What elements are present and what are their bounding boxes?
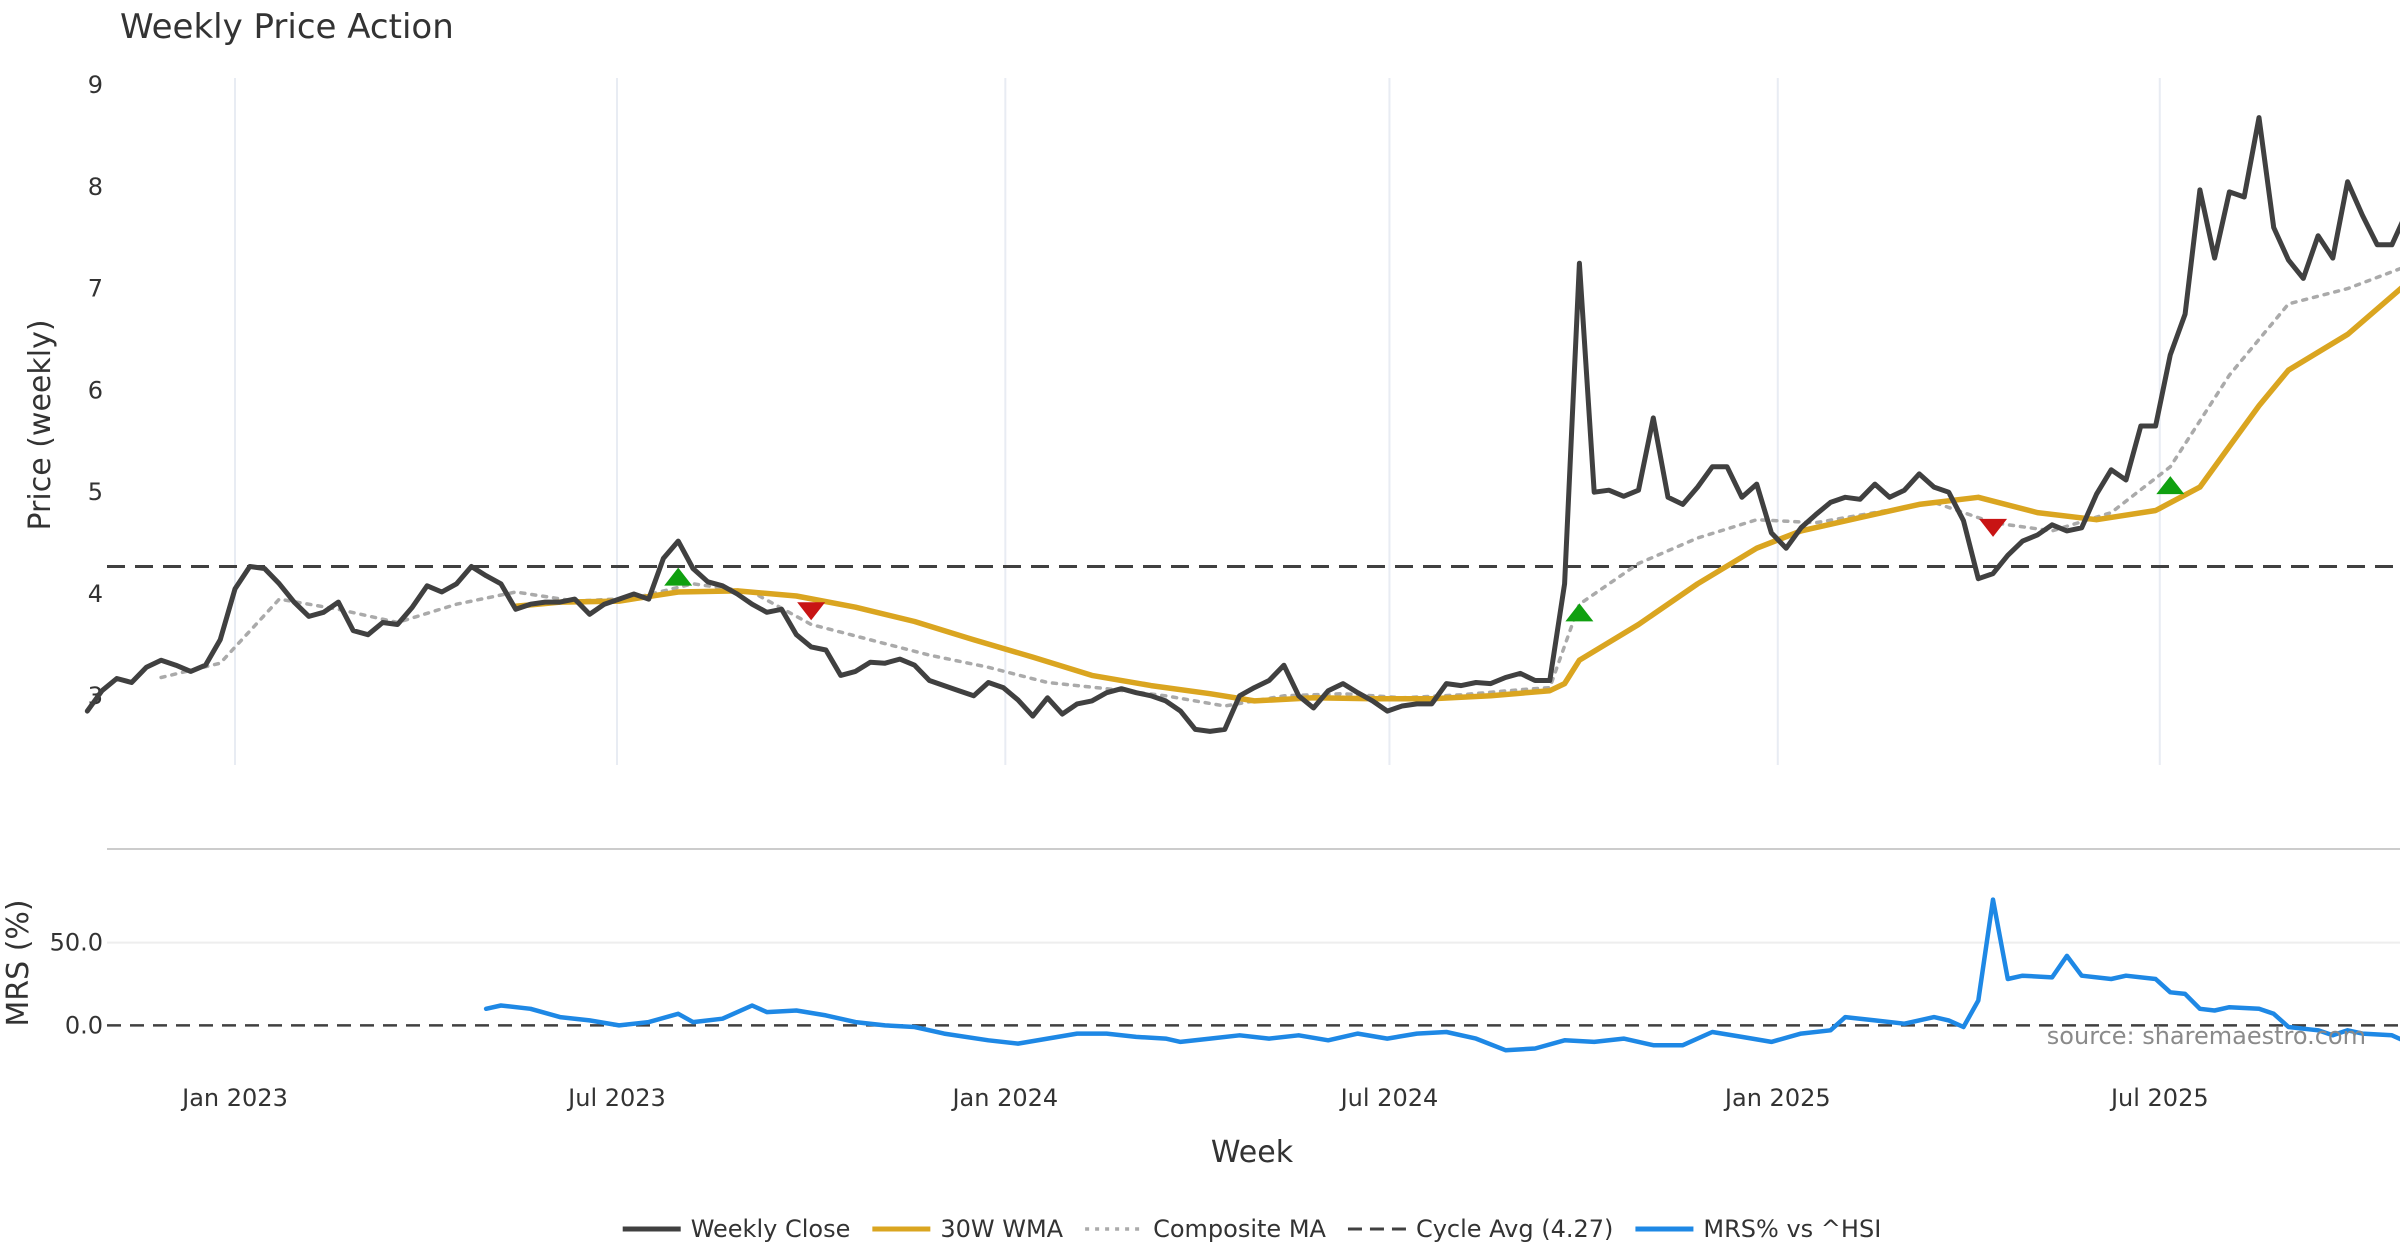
price-y-tick-5: 8 (88, 173, 103, 201)
series-weekly-close (84, 115, 2400, 734)
price-y-tick-2: 5 (88, 478, 103, 506)
legend-label-30w-wma: 30W WMA (940, 1215, 1063, 1243)
legend-label-cycle-avg-4-27: Cycle Avg (4.27) (1416, 1215, 1613, 1243)
mrs-y-axis-label: MRS (%) (1, 899, 36, 1026)
source-note: source: sharemaestro.com (2047, 1022, 2366, 1050)
signal-marker-down-1 (797, 602, 826, 621)
mrs-y-tick-1: 50.0 (50, 929, 103, 957)
chart-title: Weekly Price Action (120, 7, 454, 47)
x-tick-label-0: Jan 2023 (180, 1084, 288, 1112)
x-tick-label-1: Jul 2023 (566, 1084, 666, 1112)
series-mrs-0 (483, 897, 2400, 1053)
price-y-tick-6: 9 (88, 71, 103, 99)
legend: Weekly Close 30W WMA Composite MA Cycle Avg… (622, 1215, 1881, 1243)
price-y-axis-label: Price (weekly) (23, 319, 58, 530)
x-tick-label-2: Jan 2024 (950, 1084, 1058, 1112)
x-ticks: Jan 2023 Jul 2023 Jan 2024 Jul 2024 Jan 2025… (180, 1084, 2208, 1112)
price-series-group (84, 115, 2400, 734)
mrs-y-tick-0: 0.0 (65, 1011, 103, 1039)
price-y-tick-1: 4 (88, 580, 103, 608)
signal-marker-up-2 (1565, 603, 1594, 622)
signal-marker-down-3 (1979, 518, 2008, 537)
legend-label-weekly-close: Weekly Close (691, 1215, 851, 1243)
x-tick-label-3: Jul 2024 (1339, 1084, 1439, 1112)
series-30w-wma (512, 285, 2400, 704)
legend-label-composite-ma: Composite MA (1153, 1215, 1326, 1243)
x-gridlines (234, 78, 2161, 765)
mrs-series-group (107, 897, 2400, 1053)
mrs-y-ticks: 0.0 50.0 (50, 929, 103, 1040)
signal-marker-up-4 (2156, 476, 2185, 495)
x-tick-label-4: Jan 2025 (1723, 1084, 1831, 1112)
price-y-tick-4: 7 (88, 275, 103, 303)
series-composite-ma (159, 266, 2400, 708)
signal-marker-up-0 (664, 567, 693, 586)
x-axis-label: Week (1211, 1135, 1294, 1170)
legend-label-mrs-vs-hsi: MRS% vs ^HSI (1703, 1215, 1881, 1243)
price-y-tick-3: 6 (88, 376, 103, 404)
x-tick-label-5: Jul 2025 (2109, 1084, 2209, 1112)
